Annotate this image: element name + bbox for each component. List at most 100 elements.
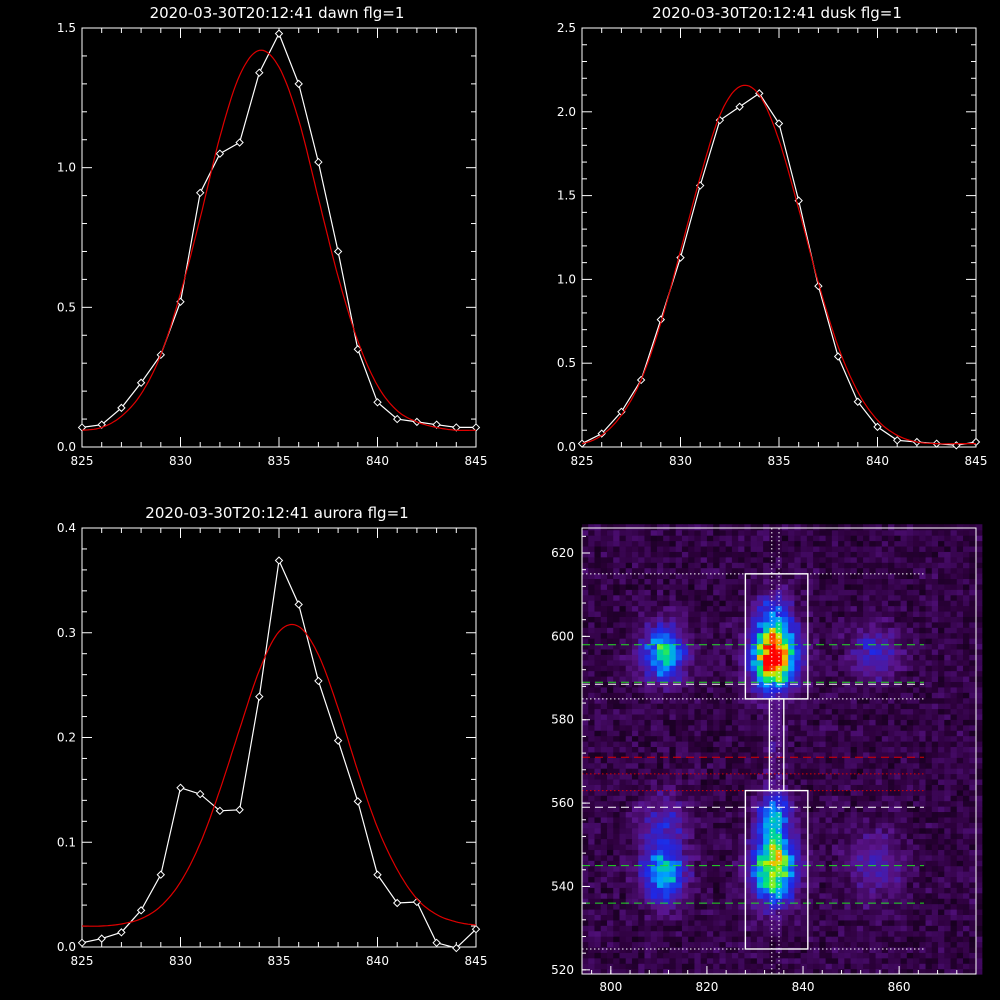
data-point-marker — [452, 423, 461, 432]
x-tick-label: 830 — [169, 954, 192, 968]
fit-curve — [82, 49, 476, 431]
data-point-marker — [432, 420, 441, 429]
x-tick-label: 825 — [71, 454, 94, 468]
fit-curve — [82, 623, 476, 927]
data-point-marker — [255, 692, 264, 701]
y-tick-label: 520 — [551, 963, 574, 977]
data-point-marker — [235, 805, 244, 814]
data-point-marker — [597, 429, 606, 438]
data-point-marker — [373, 398, 382, 407]
aurora-plot-title: 2020-03-30T20:12:41 aurora flg=1 — [145, 504, 408, 522]
plot-frame — [81, 527, 477, 948]
x-tick-label: 840 — [866, 454, 889, 468]
data-point-marker — [952, 441, 961, 450]
x-tick-label: 830 — [669, 454, 692, 468]
data-point-marker — [176, 783, 185, 792]
y-tick-label: 1.0 — [557, 272, 576, 286]
data-point-marker — [452, 943, 461, 953]
data-line — [582, 92, 976, 446]
x-tick-label: 835 — [768, 454, 791, 468]
x-tick-label: 825 — [571, 454, 594, 468]
heatmap-pixels — [582, 524, 983, 975]
y-tick-label: 0.0 — [557, 440, 576, 454]
y-tick-label: 580 — [551, 713, 574, 727]
x-tick-label: 845 — [465, 954, 488, 968]
data-point-marker — [333, 736, 343, 745]
y-tick-label: 1.5 — [557, 189, 576, 203]
fit-curve — [582, 84, 976, 445]
y-tick-label: 0.5 — [57, 300, 76, 314]
data-point-marker — [294, 600, 303, 609]
y-tick-label: 0.1 — [57, 835, 76, 849]
x-tick-label: 860 — [888, 980, 911, 994]
data-point-marker — [735, 102, 744, 111]
data-point-marker — [195, 188, 205, 198]
x-tick-label: 800 — [599, 980, 622, 994]
x-tick-label: 825 — [71, 954, 94, 968]
data-point-marker — [215, 149, 225, 158]
y-tick-label: 540 — [551, 879, 574, 893]
y-tick-label: 2.5 — [557, 21, 576, 35]
y-tick-label: 0.0 — [57, 940, 76, 954]
aurora-spectrum-plot: 2020-03-30T20:12:41 aurora flg=1 825 830 8… — [57, 504, 488, 968]
y-tick-label: 0.4 — [57, 521, 76, 535]
data-point-marker — [77, 423, 87, 432]
data-point-marker — [274, 29, 284, 38]
data-point-marker — [235, 138, 244, 147]
data-point-marker — [833, 352, 843, 361]
y-tick-label: 0.5 — [557, 356, 576, 370]
dusk-spectrum-plot: 2020-03-30T20:12:41 dusk flg=1 825 830 835… — [557, 4, 988, 468]
y-tick-label: 600 — [551, 629, 574, 643]
data-point-marker — [892, 436, 902, 445]
data-point-marker — [255, 68, 264, 77]
data-point-marker — [353, 797, 363, 806]
data-point-marker — [97, 934, 106, 943]
y-tick-label: 620 — [551, 546, 574, 560]
data-point-marker — [392, 414, 402, 424]
data-point-marker — [215, 806, 225, 816]
y-tick-label: 1.5 — [57, 21, 76, 35]
data-point-marker — [432, 938, 441, 948]
data-point-marker — [117, 403, 126, 413]
dawn-plot-title: 2020-03-30T20:12:41 dawn flg=1 — [150, 4, 405, 22]
region-box — [768, 698, 785, 792]
data-point-marker — [373, 870, 382, 879]
data-point-marker — [294, 79, 303, 89]
x-tick-label: 845 — [465, 454, 488, 468]
data-point-marker — [195, 789, 205, 799]
data-point-marker — [971, 437, 981, 447]
x-tick-label: 820 — [695, 980, 718, 994]
y-tick-label: 0.2 — [57, 731, 76, 745]
y-tick-label: 1.0 — [57, 161, 76, 175]
x-tick-label: 840 — [366, 454, 389, 468]
data-point-marker — [333, 247, 343, 256]
data-point-marker — [77, 938, 87, 948]
dawn-spectrum-plot: 2020-03-30T20:12:41 dawn flg=1 825 830 835… — [57, 4, 488, 468]
data-point-marker — [392, 898, 402, 908]
data-point-marker — [314, 676, 323, 686]
data-point-marker — [136, 906, 146, 915]
data-point-marker — [117, 928, 126, 937]
data-point-marker — [853, 397, 863, 406]
dusk-plot-title: 2020-03-30T20:12:41 dusk flg=1 — [652, 4, 902, 22]
data-point-marker — [774, 119, 784, 128]
data-line — [82, 558, 476, 947]
x-tick-label: 830 — [169, 454, 192, 468]
data-point-marker — [274, 556, 284, 565]
data-point-marker — [577, 439, 587, 448]
data-point-marker — [156, 870, 166, 879]
data-point-marker — [314, 157, 323, 167]
y-tick-label: 0.0 — [57, 440, 76, 454]
y-tick-label: 0.3 — [57, 626, 76, 640]
y-tick-label: 560 — [551, 796, 574, 810]
data-point-marker — [471, 924, 481, 934]
x-tick-label: 835 — [268, 954, 291, 968]
spectral-image-heatmap: 800 820 840 860 520 540 560 580 600 620 — [551, 524, 983, 994]
data-point-marker — [873, 422, 882, 432]
x-tick-label: 845 — [965, 454, 988, 468]
x-tick-label: 835 — [268, 454, 291, 468]
data-line — [82, 32, 476, 428]
heatmap-frame — [581, 527, 977, 975]
x-tick-label: 840 — [366, 954, 389, 968]
